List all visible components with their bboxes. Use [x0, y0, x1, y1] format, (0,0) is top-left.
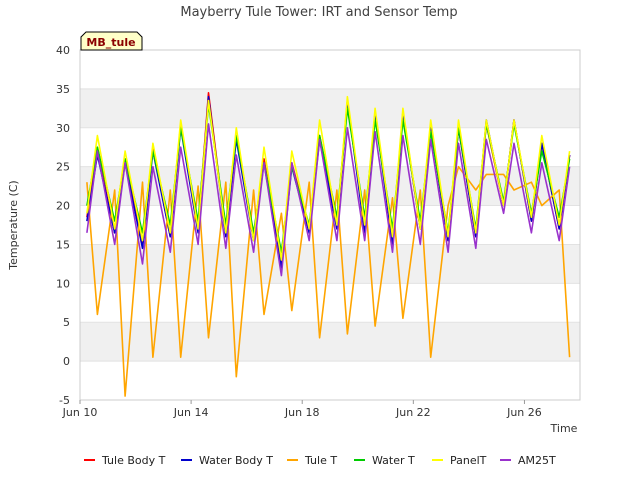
legend-label: Water Body T [199, 454, 273, 467]
y-tick-label: 5 [63, 316, 70, 329]
y-tick-label: 0 [63, 355, 70, 368]
x-tick-label: Jun 14 [173, 406, 209, 419]
y-tick-label: 20 [56, 200, 70, 213]
legend-label: Tule T [304, 454, 337, 467]
y-tick-label: -5 [59, 394, 70, 407]
plot-frame [79, 49, 581, 401]
legend-label: AM25T [518, 454, 556, 467]
series-line-am25t [86, 123, 571, 277]
legend-label: Tule Body T [101, 454, 166, 467]
series-lines [86, 92, 571, 397]
x-tick-label: Jun 18 [284, 406, 320, 419]
legend: Tule Body T Water Body T Tule T Water T Pane… [84, 454, 556, 467]
legend-label: Water T [372, 454, 415, 467]
y-tick-label: 10 [56, 277, 70, 290]
site-badge-box [80, 31, 143, 51]
x-axis-ticks: Jun 10 Jun 14 Jun 18 Jun 22 Jun 26 [62, 400, 542, 419]
y-tick-label: 25 [56, 161, 70, 174]
series-line-panelt [86, 95, 571, 261]
y-axis-label: Temperature (C) [7, 180, 20, 270]
y-tick-label: 15 [56, 238, 70, 251]
x-tick-label: Jun 26 [506, 406, 542, 419]
legend-label: PanelT [450, 454, 487, 467]
y-tick-label: 30 [56, 122, 70, 135]
grid-band [80, 88, 580, 128]
x-tick-label: Jun 22 [395, 406, 431, 419]
site-badge: MB_tule [80, 31, 143, 51]
x-axis-label: Time [550, 422, 578, 435]
chart-title: Mayberry Tule Tower: IRT and Sensor Temp [180, 5, 457, 20]
x-tick-label: Jun 10 [62, 406, 98, 419]
y-axis-ticks: -5 0 5 10 15 20 25 30 35 40 [56, 44, 70, 407]
y-tick-label: 40 [56, 44, 70, 57]
site-badge-label: MB_tule [86, 36, 135, 49]
y-tick-label: 35 [56, 83, 70, 96]
grid-band [80, 322, 580, 362]
